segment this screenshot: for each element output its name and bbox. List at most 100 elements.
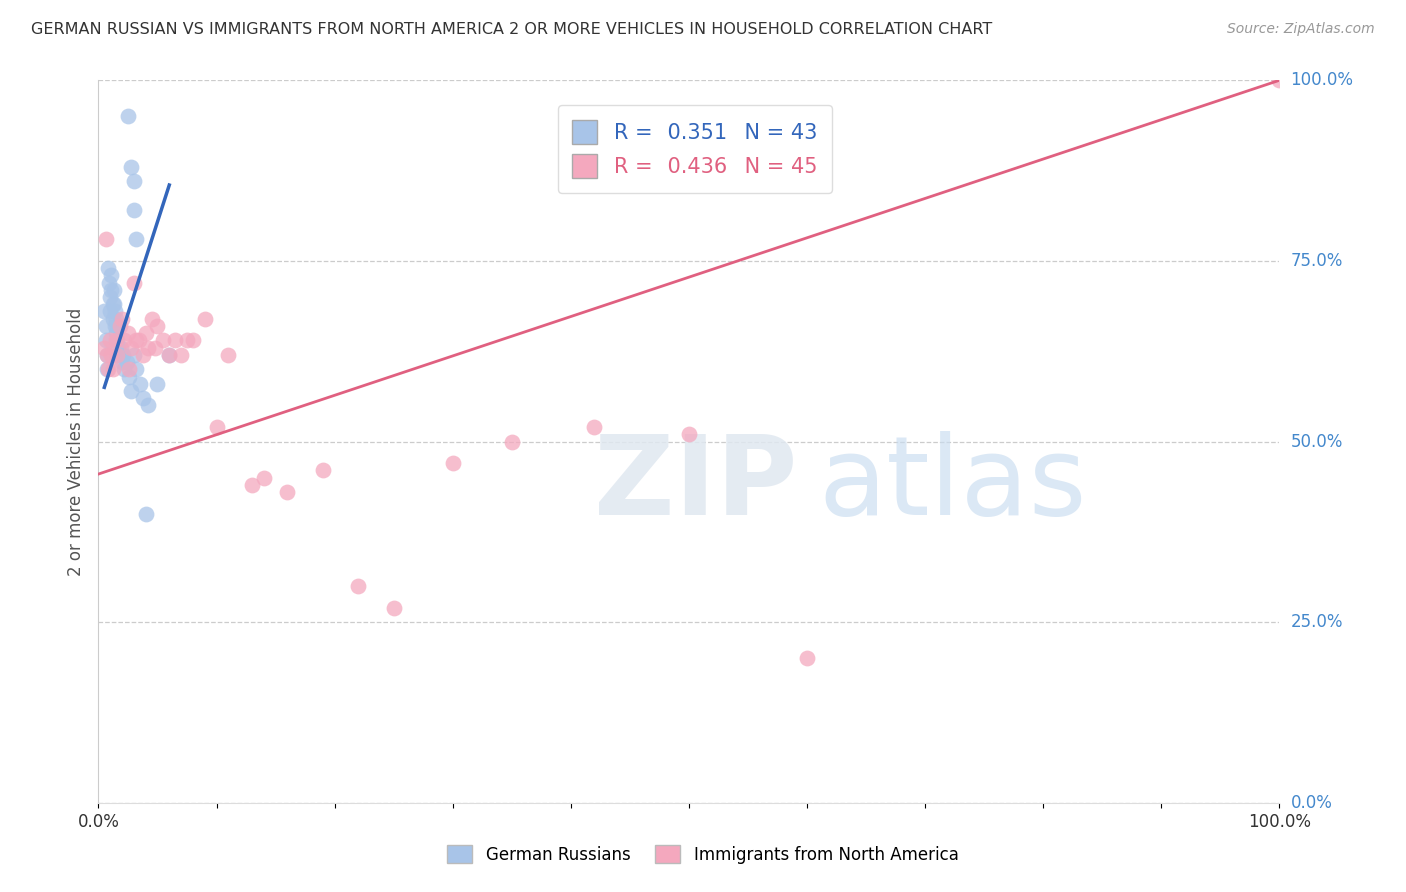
Point [105,318,128,333]
Point [103,283,125,297]
Point [194,311,217,326]
Point [104,318,127,333]
Point [121,160,143,174]
Text: 0.0%: 0.0% [1291,794,1333,812]
Point [176,334,198,348]
Point [141,311,163,326]
Point [105,334,128,348]
Y-axis label: 2 or more Vehicles in Household: 2 or more Vehicles in Household [66,308,84,575]
Point [165,334,187,348]
Point [136,398,159,412]
Point [276,485,298,500]
Point [143,341,166,355]
Point [104,304,127,318]
Point [108,348,131,362]
Point [146,376,169,391]
Point [121,384,143,398]
Point [98,304,121,318]
Point [796,651,818,665]
Point [132,348,155,362]
Point [132,391,155,405]
Point [105,311,128,326]
Text: 25.0%: 25.0% [1291,613,1343,632]
Point [111,311,134,326]
Text: atlas: atlas [818,432,1087,539]
Point [157,348,180,362]
Point [1268,73,1291,87]
Point [118,362,141,376]
Point [98,290,121,304]
Point [117,110,139,124]
Point [97,362,120,376]
Point [125,334,148,348]
Point [101,362,124,376]
Point [96,348,118,362]
Point [98,334,121,348]
Text: GERMAN RUSSIAN VS IMMIGRANTS FROM NORTH AMERICA 2 OR MORE VEHICLES IN HOUSEHOLD : GERMAN RUSSIAN VS IMMIGRANTS FROM NORTH … [31,22,993,37]
Point [105,326,128,340]
Point [253,470,276,484]
Point [157,348,180,362]
Point [94,334,117,348]
Point [112,348,135,362]
Point [94,318,117,333]
Point [112,362,135,376]
Point [135,326,157,340]
Point [105,334,128,348]
Point [122,348,145,362]
Text: 75.0%: 75.0% [1291,252,1343,270]
Point [105,348,128,362]
Point [312,463,335,477]
Point [115,355,138,369]
Point [118,369,141,384]
Point [125,362,148,376]
Point [583,420,606,434]
Point [136,341,159,355]
Point [103,297,125,311]
Point [117,326,139,340]
Point [135,507,157,521]
Point [93,341,115,355]
Point [240,478,263,492]
Point [94,232,117,246]
Text: ZIP: ZIP [595,432,797,539]
Point [128,334,150,348]
Point [100,268,122,283]
Point [181,334,204,348]
Point [101,311,124,326]
Point [96,348,118,362]
Point [205,420,228,434]
Point [128,376,150,391]
Point [122,276,145,290]
Point [122,203,145,218]
Point [107,341,129,355]
Point [347,579,370,593]
Point [125,232,148,246]
Point [217,348,239,362]
Point [112,334,135,348]
Point [101,297,124,311]
Point [93,304,115,318]
Point [108,318,131,333]
Point [146,318,169,333]
Legend: R =   0.351   N = 43, R =   0.436   N = 45: R = 0.351 N = 43, R = 0.436 N = 45 [558,105,832,193]
Point [122,174,145,188]
Point [100,283,122,297]
Text: 50.0%: 50.0% [1291,433,1343,450]
Point [170,348,193,362]
Point [96,362,118,376]
Point [441,456,464,470]
Point [110,341,132,355]
Point [152,334,174,348]
Point [382,600,405,615]
Point [501,434,523,449]
Point [121,341,143,355]
Text: 100.0%: 100.0% [1291,71,1354,89]
Point [111,355,134,369]
Point [100,348,122,362]
Legend: German Russians, Immigrants from North America: German Russians, Immigrants from North A… [440,838,966,871]
Point [97,261,120,276]
Point [98,276,121,290]
Point [678,427,700,442]
Text: Source: ZipAtlas.com: Source: ZipAtlas.com [1227,22,1375,37]
